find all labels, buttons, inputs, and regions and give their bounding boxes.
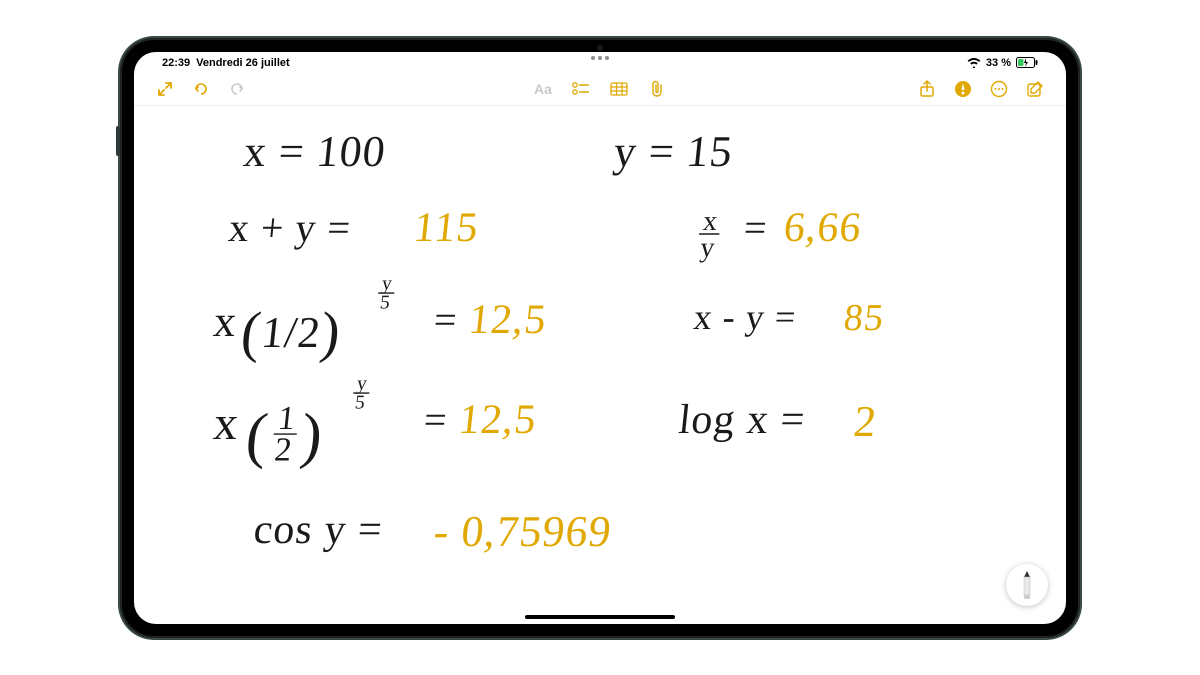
handwriting-expr: y = 15 bbox=[611, 126, 735, 177]
handwriting-expr: x bbox=[211, 296, 239, 347]
status-right: 33 % bbox=[967, 57, 1038, 69]
handwriting-result: 2 bbox=[851, 396, 879, 447]
front-camera bbox=[597, 45, 603, 51]
handwriting-expr: x - y = bbox=[692, 296, 799, 338]
note-canvas[interactable]: x = 100y = 15x + y =115xy=6,66x(1/2)y5=1… bbox=[134, 106, 1066, 624]
handwriting-expr: xy bbox=[690, 204, 727, 278]
checklist-icon[interactable] bbox=[572, 80, 590, 98]
handwriting-expr: x = 100 bbox=[241, 126, 388, 177]
handwriting-expr: y5 bbox=[371, 274, 400, 326]
power-button[interactable] bbox=[116, 126, 120, 156]
compose-icon[interactable] bbox=[1026, 80, 1044, 98]
pencil-icon bbox=[1023, 571, 1031, 599]
status-time: 22:39 bbox=[162, 57, 190, 69]
handwriting-expr: y5 bbox=[346, 374, 375, 426]
handwriting-result: 12,5 bbox=[456, 396, 539, 444]
more-icon[interactable] bbox=[990, 80, 1008, 98]
handwriting-result: 12,5 bbox=[466, 296, 549, 344]
status-bar: 22:39 Vendredi 26 juillet 33 % bbox=[134, 52, 1066, 74]
status-date: Vendredi 26 juillet bbox=[196, 57, 290, 69]
handwriting-expr: cos y = bbox=[251, 506, 385, 554]
handwriting-expr: x bbox=[211, 396, 242, 451]
undo-icon[interactable] bbox=[192, 80, 210, 98]
attach-icon[interactable] bbox=[648, 80, 666, 98]
notes-toolbar: Aa bbox=[134, 74, 1066, 106]
home-indicator[interactable] bbox=[525, 615, 675, 619]
handwriting-result: 115 bbox=[411, 204, 480, 252]
multitask-dots[interactable] bbox=[591, 56, 609, 60]
battery-percent: 33 % bbox=[986, 57, 1011, 69]
handwriting-result: - 0,75969 bbox=[431, 506, 614, 557]
share-icon[interactable] bbox=[918, 80, 936, 98]
redo-icon bbox=[228, 80, 246, 98]
handwriting-expr: x + y = bbox=[227, 204, 354, 251]
markup-toggle-icon[interactable] bbox=[954, 80, 972, 98]
handwriting-expr: = bbox=[432, 296, 461, 343]
handwriting-expr: (12) bbox=[241, 396, 327, 485]
handwriting-expr: (1/2) bbox=[239, 296, 345, 361]
table-icon[interactable] bbox=[610, 80, 628, 98]
collapse-icon[interactable] bbox=[156, 80, 174, 98]
status-left: 22:39 Vendredi 26 juillet bbox=[162, 57, 290, 69]
ipad-frame: 22:39 Vendredi 26 juillet 33 % bbox=[120, 38, 1080, 638]
handwriting-result: 85 bbox=[842, 296, 887, 340]
handwriting-expr: log x = bbox=[676, 396, 807, 444]
handwriting-result: 6,66 bbox=[781, 204, 864, 252]
battery-icon bbox=[1016, 57, 1038, 68]
screen: 22:39 Vendredi 26 juillet 33 % bbox=[134, 52, 1066, 624]
wifi-icon bbox=[967, 57, 981, 68]
text-format-icon[interactable]: Aa bbox=[534, 80, 552, 98]
handwriting-expr: = bbox=[742, 204, 771, 251]
pencil-tool-badge[interactable] bbox=[1006, 564, 1048, 606]
handwriting-expr: = bbox=[422, 396, 451, 443]
